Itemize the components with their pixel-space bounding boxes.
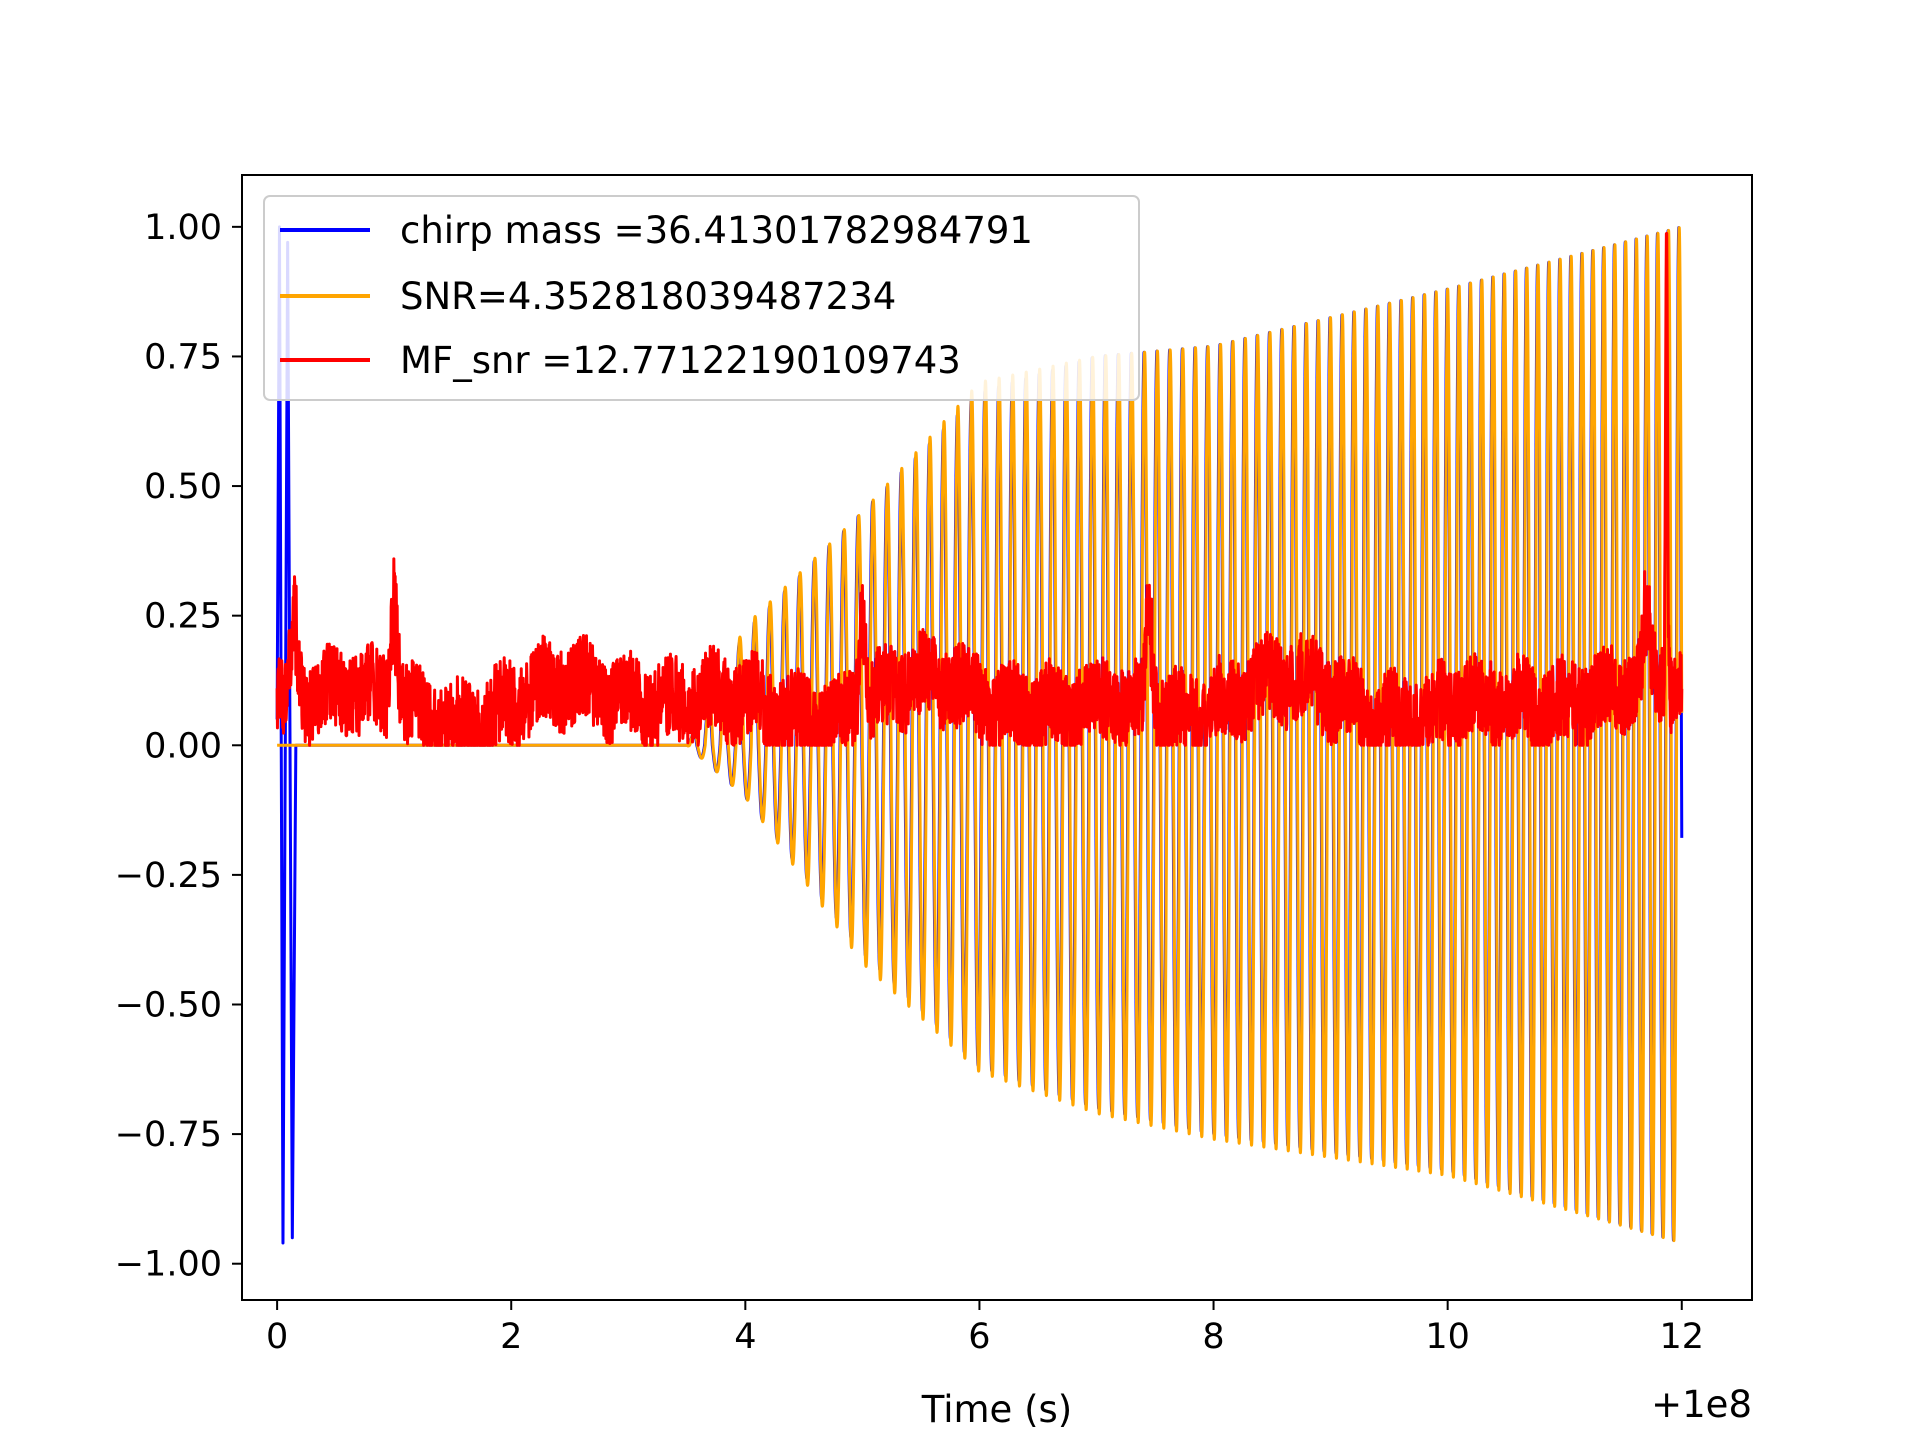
x-tick-label-0: 0 xyxy=(266,1317,288,1357)
plot-frame xyxy=(241,174,1753,1301)
y-tick-label-2: 0.50 xyxy=(144,467,222,507)
legend-label-mf-snr: MF_snr =12.77122190109743 xyxy=(400,339,961,382)
legend-entry-mf-snr: MF_snr =12.77122190109743 xyxy=(280,339,961,382)
legend-entry-snr: SNR=4.352818039487234 xyxy=(280,275,896,318)
legend: chirp mass =36.41301782984791 SNR=4.3528… xyxy=(263,195,1140,401)
x-tick-label-4: 8 xyxy=(1202,1317,1224,1357)
x-tick-label-6: 12 xyxy=(1659,1317,1704,1357)
y-tick-label-0: 1.00 xyxy=(144,208,222,248)
y-tick-label-8: −1.00 xyxy=(115,1245,222,1285)
x-tick-label-5: 10 xyxy=(1425,1317,1470,1357)
y-tick-label-7: −0.75 xyxy=(115,1115,222,1155)
series-mf-snr-line xyxy=(275,231,1684,747)
x-tick-label-3: 6 xyxy=(968,1317,990,1357)
plot-area xyxy=(275,225,1684,1245)
x-axis-label: Time (s) xyxy=(921,1388,1072,1431)
x-axis-offset-label: +1e8 xyxy=(1651,1383,1752,1426)
x-axis: 0 2 4 6 8 10 12 xyxy=(266,1300,1704,1357)
y-tick-label-5: −0.25 xyxy=(115,856,222,896)
legend-label-chirp-mass: chirp mass =36.41301782984791 xyxy=(400,209,1033,252)
y-axis: 1.00 0.75 0.50 0.25 0.00 −0.25 −0.50 −0.75 −1.00 xyxy=(115,208,242,1285)
legend-label-snr: SNR=4.352818039487234 xyxy=(400,275,896,318)
legend-box xyxy=(263,195,1140,401)
y-tick-label-1: 0.75 xyxy=(144,337,222,377)
y-tick-label-4: 0.00 xyxy=(144,726,222,766)
y-tick-label-3: 0.25 xyxy=(144,597,222,637)
y-tick-label-6: −0.50 xyxy=(115,985,222,1025)
x-tick-label-2: 4 xyxy=(734,1317,756,1357)
x-tick-label-1: 2 xyxy=(500,1317,522,1357)
legend-entry-chirp-mass: chirp mass =36.41301782984791 xyxy=(280,209,1033,252)
